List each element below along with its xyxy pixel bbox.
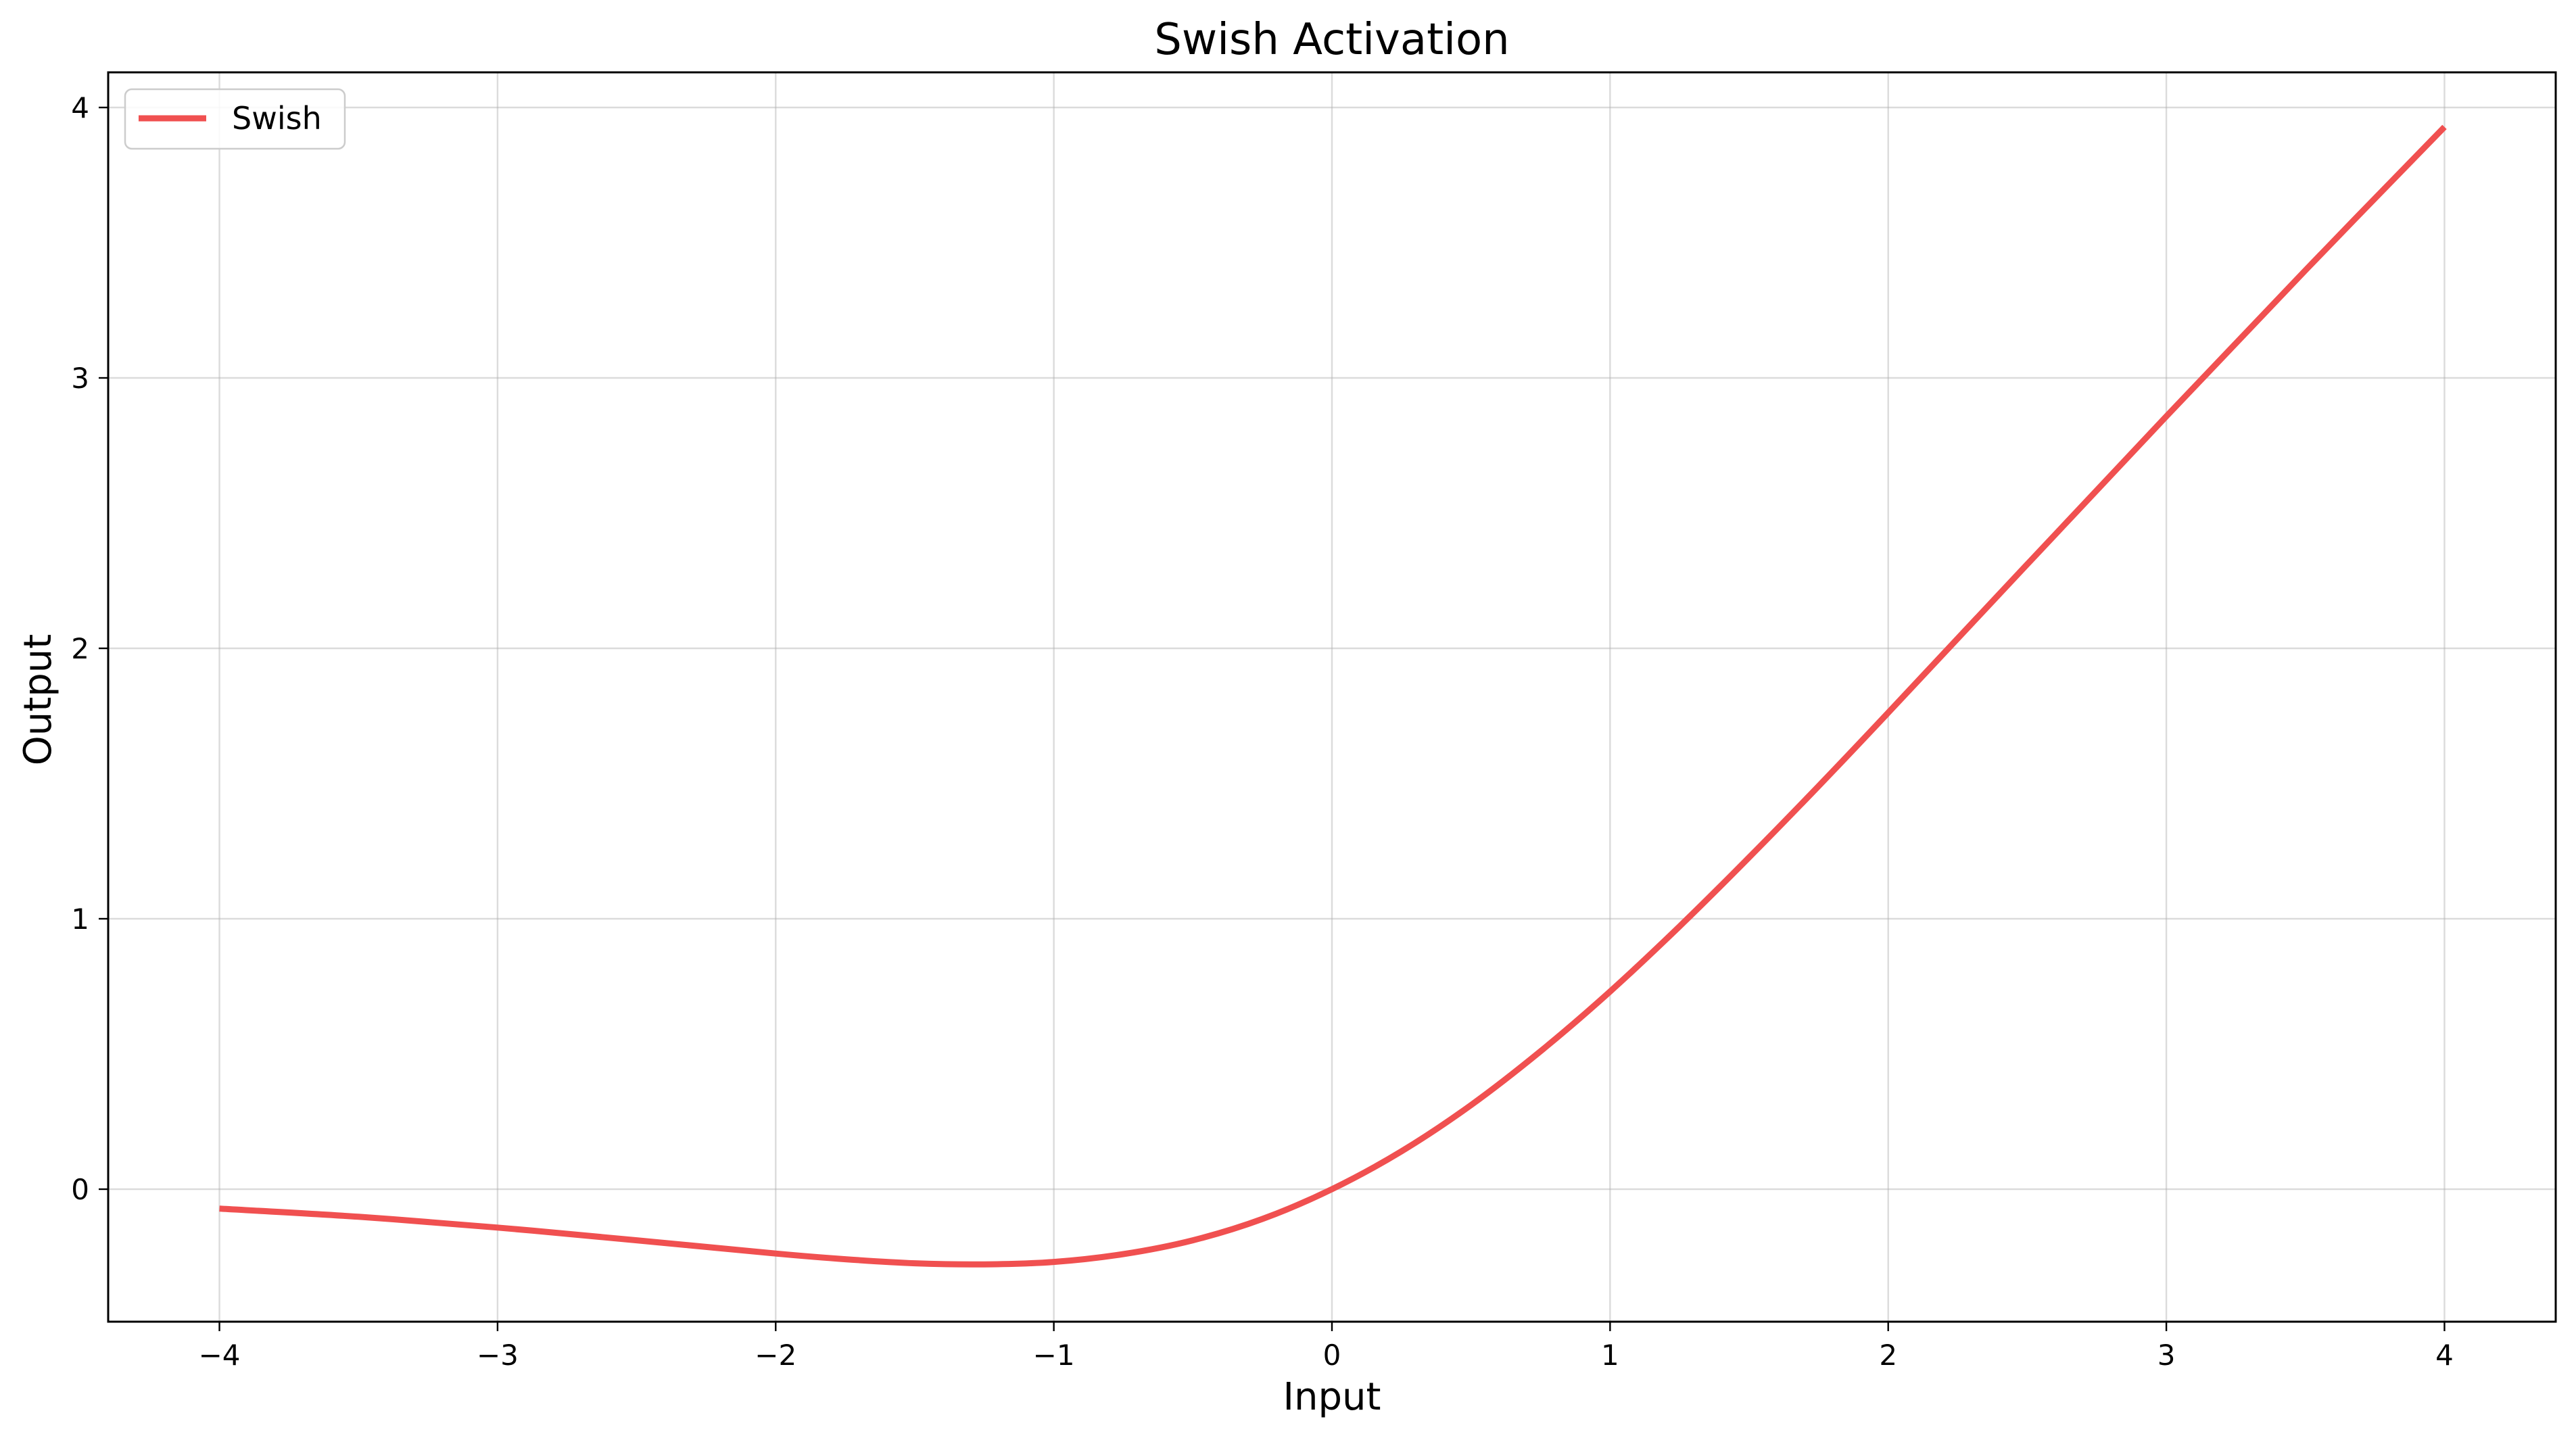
y-tick-label: 4 xyxy=(71,91,89,124)
x-axis-label: Input xyxy=(1283,1375,1381,1419)
x-tick-label: −4 xyxy=(199,1339,241,1372)
x-tick-label: −2 xyxy=(755,1339,796,1372)
x-tick-label: 2 xyxy=(1879,1339,1897,1372)
x-tick-label: −1 xyxy=(1033,1339,1075,1372)
series-line-swish xyxy=(219,124,2447,1268)
y-tick-label: 0 xyxy=(71,1173,89,1206)
legend: Swish xyxy=(124,88,346,150)
x-tick-label: 3 xyxy=(2157,1339,2176,1372)
chart-title: Swish Activation xyxy=(1154,15,1509,65)
x-tick-label: 4 xyxy=(2435,1339,2454,1372)
y-tick-label: 2 xyxy=(71,632,89,665)
x-tick-label: −3 xyxy=(477,1339,519,1372)
y-tick-label: 1 xyxy=(71,903,89,936)
y-axis-label: Output xyxy=(16,634,60,766)
legend-label-swish: Swish xyxy=(232,100,322,137)
x-tick-label: 1 xyxy=(1601,1339,1619,1372)
series-layer xyxy=(219,124,2447,1268)
y-tick-label: 3 xyxy=(71,362,89,395)
legend-box xyxy=(124,88,346,150)
x-tick-label: 0 xyxy=(1323,1339,1341,1372)
grid xyxy=(108,72,2556,1322)
axis-ticks: −4 −3 −2 −1 0 1 2 3 4 0 1 2 3 4 xyxy=(71,91,2454,1372)
